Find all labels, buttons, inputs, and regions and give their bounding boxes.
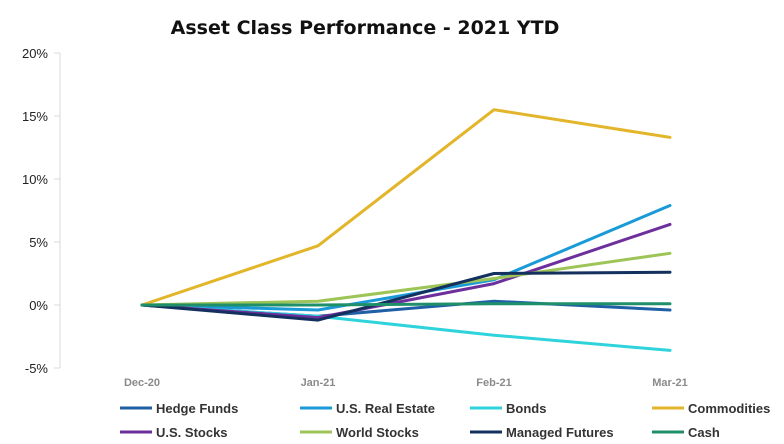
series-line-world-stocks (140, 251, 672, 307)
series-line-managed-futures (140, 270, 672, 322)
legend-item: U.S. Real Estate (300, 401, 435, 416)
x-tick-label: Mar-21 (652, 377, 687, 389)
x-tick-label: Feb-21 (476, 377, 511, 389)
legend-item: Commodities (652, 401, 770, 416)
y-tick-label: 10% (22, 172, 48, 187)
legend-label: Cash (688, 425, 720, 440)
series-lines (140, 108, 672, 352)
legend-label: Managed Futures (506, 425, 614, 440)
legend-item: U.S. Stocks (120, 425, 228, 440)
legend-item: World Stocks (300, 425, 419, 440)
legend-item: Hedge Funds (120, 401, 238, 416)
legend-label: Bonds (506, 401, 546, 416)
legend-label: Commodities (688, 401, 770, 416)
series-line-u-s-real-estate (140, 204, 672, 312)
y-tick-label: 15% (22, 109, 48, 124)
legend: Hedge Funds U.S. Real Estate Bonds Commodit… (120, 401, 770, 440)
legend-label: U.S. Stocks (156, 425, 228, 440)
series-line-cash (140, 302, 672, 307)
x-axis: Dec-20 Jan-21 Feb-21 Mar-21 (124, 377, 688, 389)
y-tick-label: 5% (29, 235, 48, 250)
legend-item: Managed Futures (470, 425, 614, 440)
y-axis: 20% 15% 10% 5% 0% -5% (22, 46, 61, 376)
chart-title: Asset Class Performance - 2021 YTD (171, 17, 560, 39)
y-tick-label: 20% (22, 46, 48, 61)
y-tick-label: -5% (25, 361, 49, 376)
legend-label: World Stocks (336, 425, 419, 440)
series-line-commodities (140, 108, 672, 307)
x-tick-label: Dec-20 (124, 377, 160, 389)
legend-label: Hedge Funds (156, 401, 238, 416)
legend-label: U.S. Real Estate (336, 401, 435, 416)
legend-item: Cash (652, 425, 720, 440)
legend-item: Bonds (470, 401, 546, 416)
x-tick-label: Jan-21 (301, 377, 336, 389)
y-tick-label: 0% (29, 298, 48, 313)
